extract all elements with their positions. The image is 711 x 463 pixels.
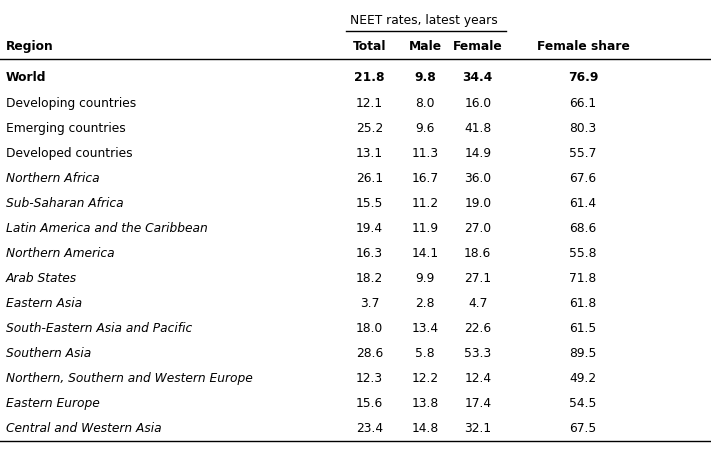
Text: 68.6: 68.6 — [570, 221, 597, 234]
Text: 3.7: 3.7 — [360, 296, 380, 309]
Text: 18.6: 18.6 — [464, 246, 491, 259]
Text: 19.4: 19.4 — [356, 221, 383, 234]
Text: 25.2: 25.2 — [356, 121, 383, 134]
Text: 5.8: 5.8 — [415, 346, 435, 359]
Text: Central and Western Asia: Central and Western Asia — [6, 421, 161, 434]
Text: 76.9: 76.9 — [568, 71, 598, 84]
Text: 80.3: 80.3 — [570, 121, 597, 134]
Text: 21.8: 21.8 — [355, 71, 385, 84]
Text: Northern America: Northern America — [6, 246, 114, 259]
Text: Emerging countries: Emerging countries — [6, 121, 125, 134]
Text: 36.0: 36.0 — [464, 171, 491, 184]
Text: Total: Total — [353, 40, 387, 53]
Text: 14.1: 14.1 — [412, 246, 439, 259]
Text: 12.2: 12.2 — [412, 371, 439, 384]
Text: Arab States: Arab States — [6, 271, 77, 284]
Text: 16.3: 16.3 — [356, 246, 383, 259]
Text: 18.0: 18.0 — [356, 321, 383, 334]
Text: Female: Female — [453, 40, 503, 53]
Text: 32.1: 32.1 — [464, 421, 491, 434]
Text: Developed countries: Developed countries — [6, 146, 132, 159]
Text: 41.8: 41.8 — [464, 121, 491, 134]
Text: 71.8: 71.8 — [570, 271, 597, 284]
Text: 16.0: 16.0 — [464, 96, 491, 109]
Text: 55.8: 55.8 — [570, 246, 597, 259]
Text: 67.6: 67.6 — [570, 171, 597, 184]
Text: Sub-Saharan Africa: Sub-Saharan Africa — [6, 196, 123, 209]
Text: 9.6: 9.6 — [415, 121, 435, 134]
Text: World: World — [6, 71, 46, 84]
Text: 9.9: 9.9 — [415, 271, 435, 284]
Text: 4.7: 4.7 — [468, 296, 488, 309]
Text: Region: Region — [6, 40, 53, 53]
Text: Southern Asia: Southern Asia — [6, 346, 91, 359]
Text: 26.1: 26.1 — [356, 171, 383, 184]
Text: 15.6: 15.6 — [356, 396, 383, 409]
Text: Northern Africa: Northern Africa — [6, 171, 100, 184]
Text: 11.3: 11.3 — [412, 146, 439, 159]
Text: 53.3: 53.3 — [464, 346, 491, 359]
Text: 61.4: 61.4 — [570, 196, 597, 209]
Text: 34.4: 34.4 — [463, 71, 493, 84]
Text: 19.0: 19.0 — [464, 196, 491, 209]
Text: 18.2: 18.2 — [356, 271, 383, 284]
Text: 12.4: 12.4 — [464, 371, 491, 384]
Text: 11.9: 11.9 — [412, 221, 439, 234]
Text: 23.4: 23.4 — [356, 421, 383, 434]
Text: 15.5: 15.5 — [356, 196, 383, 209]
Text: 14.9: 14.9 — [464, 146, 491, 159]
Text: 17.4: 17.4 — [464, 396, 491, 409]
Text: 55.7: 55.7 — [570, 146, 597, 159]
Text: Eastern Asia: Eastern Asia — [6, 296, 82, 309]
Text: Northern, Southern and Western Europe: Northern, Southern and Western Europe — [6, 371, 252, 384]
Text: Developing countries: Developing countries — [6, 96, 136, 109]
Text: South-Eastern Asia and Pacific: South-Eastern Asia and Pacific — [6, 321, 192, 334]
Text: 16.7: 16.7 — [412, 171, 439, 184]
Text: NEET rates, latest years: NEET rates, latest years — [350, 14, 498, 27]
Text: 13.8: 13.8 — [412, 396, 439, 409]
Text: 89.5: 89.5 — [570, 346, 597, 359]
Text: Male: Male — [409, 40, 442, 53]
Text: 14.8: 14.8 — [412, 421, 439, 434]
Text: 9.8: 9.8 — [415, 71, 436, 84]
Text: 12.3: 12.3 — [356, 371, 383, 384]
Text: Eastern Europe: Eastern Europe — [6, 396, 100, 409]
Text: 54.5: 54.5 — [570, 396, 597, 409]
Text: Female share: Female share — [537, 40, 629, 53]
Text: 2.8: 2.8 — [415, 296, 435, 309]
Text: 61.8: 61.8 — [570, 296, 597, 309]
Text: 61.5: 61.5 — [570, 321, 597, 334]
Text: 11.2: 11.2 — [412, 196, 439, 209]
Text: 13.1: 13.1 — [356, 146, 383, 159]
Text: 49.2: 49.2 — [570, 371, 597, 384]
Text: 27.1: 27.1 — [464, 271, 491, 284]
Text: 28.6: 28.6 — [356, 346, 383, 359]
Text: 12.1: 12.1 — [356, 96, 383, 109]
Text: 22.6: 22.6 — [464, 321, 491, 334]
Text: 66.1: 66.1 — [570, 96, 597, 109]
Text: 8.0: 8.0 — [415, 96, 435, 109]
Text: 67.5: 67.5 — [570, 421, 597, 434]
Text: Latin America and the Caribbean: Latin America and the Caribbean — [6, 221, 208, 234]
Text: 27.0: 27.0 — [464, 221, 491, 234]
Text: 13.4: 13.4 — [412, 321, 439, 334]
